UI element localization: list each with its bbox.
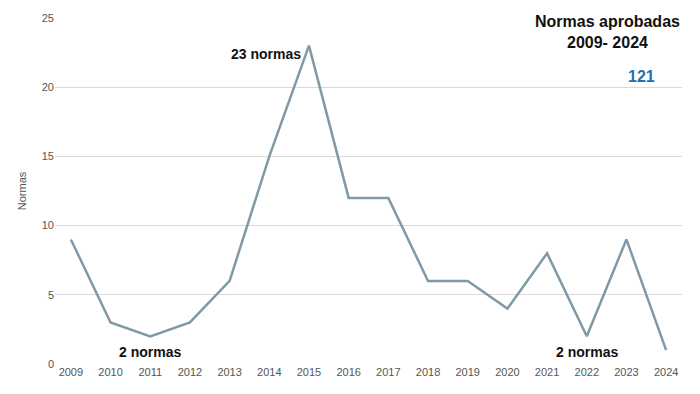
svg-text:Normas aprobadas2009- 2024: Normas aprobadas2009- 2024 [535,13,680,51]
svg-text:2019: 2019 [455,366,479,378]
svg-text:2015: 2015 [297,366,321,378]
svg-text:2022: 2022 [575,366,599,378]
svg-text:2 normas: 2 normas [556,344,618,360]
svg-text:2016: 2016 [336,366,360,378]
svg-text:2017: 2017 [376,366,400,378]
svg-text:2014: 2014 [257,366,281,378]
svg-text:23 normas: 23 normas [231,46,301,62]
svg-text:Normas: Normas [16,171,28,210]
svg-text:20: 20 [42,81,54,93]
svg-text:121: 121 [628,68,655,85]
svg-text:15: 15 [42,150,54,162]
svg-text:2013: 2013 [217,366,241,378]
svg-text:2020: 2020 [495,366,519,378]
svg-text:2018: 2018 [416,366,440,378]
svg-text:2021: 2021 [535,366,559,378]
svg-text:0: 0 [48,358,54,370]
svg-text:2023: 2023 [614,366,638,378]
svg-text:2012: 2012 [178,366,202,378]
svg-text:25: 25 [42,12,54,24]
svg-text:2010: 2010 [98,366,122,378]
svg-text:2011: 2011 [138,366,162,378]
svg-text:2024: 2024 [654,366,678,378]
svg-text:10: 10 [42,219,54,231]
svg-text:5: 5 [48,289,54,301]
svg-text:2 normas: 2 normas [119,344,181,360]
svg-text:2009: 2009 [59,366,83,378]
